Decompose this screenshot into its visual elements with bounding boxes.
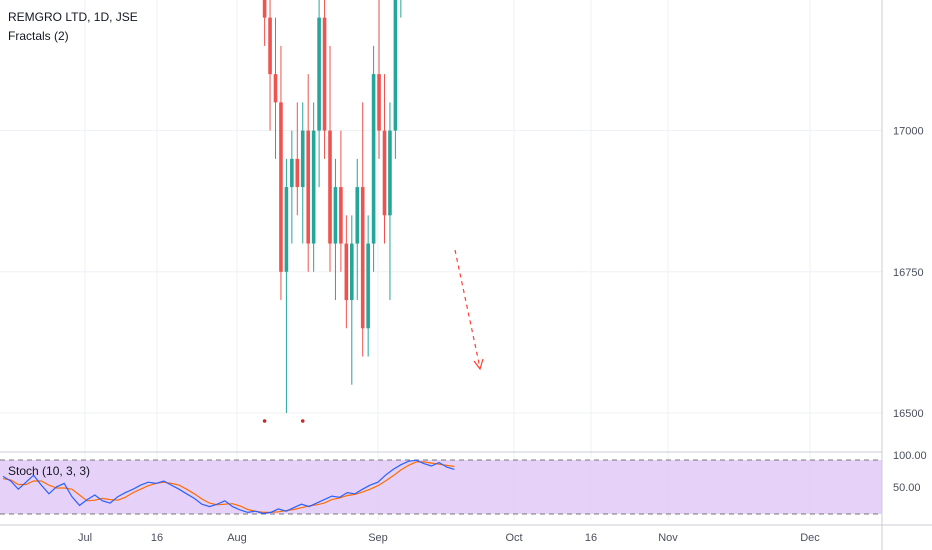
candle-body <box>355 187 360 244</box>
candle-body <box>382 130 387 216</box>
candle-body <box>322 17 327 131</box>
candle-body <box>306 130 310 244</box>
candles <box>262 0 402 413</box>
grid <box>0 0 882 520</box>
time-tick-label: Sep <box>368 532 388 544</box>
candle-body <box>262 0 267 18</box>
candle-body <box>284 187 289 272</box>
price-tick-label: 16500 <box>893 408 924 420</box>
time-tick-label: 16 <box>151 532 163 544</box>
candle-body <box>360 187 365 329</box>
candle-body <box>268 17 272 75</box>
fractals-legend: Fractals (2) <box>8 29 69 43</box>
stoch-tick-label: 50.00 <box>893 482 921 494</box>
price-axis-bg <box>882 0 932 550</box>
candle-body <box>317 17 321 131</box>
symbol-legend: REMGRO LTD, 1D, JSE <box>8 10 138 24</box>
candle-body <box>300 130 305 188</box>
time-tick-label: Dec <box>800 532 820 544</box>
candle-body <box>311 130 316 244</box>
projection-arrow-head <box>473 358 484 371</box>
candle-body <box>366 243 370 329</box>
candle-body <box>350 243 354 301</box>
fractal-down-marker <box>300 419 305 423</box>
candle-body <box>333 187 338 244</box>
stoch-band <box>0 460 882 514</box>
time-tick-label: Nov <box>658 532 678 544</box>
candle-body <box>339 187 343 244</box>
candle-body <box>371 74 376 244</box>
fractal-down-marker <box>262 419 267 423</box>
candle-body <box>388 130 392 216</box>
price-tick-label: 16750 <box>893 267 924 279</box>
time-tick-label: Oct <box>505 532 522 544</box>
stoch-tick-label: 100.00 <box>893 450 927 462</box>
candle-body <box>344 243 349 301</box>
candle-body <box>290 158 294 188</box>
time-tick-label: 16 <box>585 532 597 544</box>
candle-body <box>377 74 381 131</box>
candle-body <box>279 102 283 272</box>
candle-body <box>393 0 398 131</box>
time-tick-label: Jul <box>78 532 92 544</box>
projection-arrow <box>454 249 481 369</box>
stoch-legend: Stoch (10, 3, 3) <box>8 464 91 478</box>
candle-body <box>328 130 332 244</box>
candle-body <box>295 158 300 188</box>
stoch-k-line <box>2 459 455 515</box>
candle-body <box>273 74 278 103</box>
time-tick-label: Aug <box>227 532 247 544</box>
price-tick-label: 17000 <box>893 126 924 138</box>
